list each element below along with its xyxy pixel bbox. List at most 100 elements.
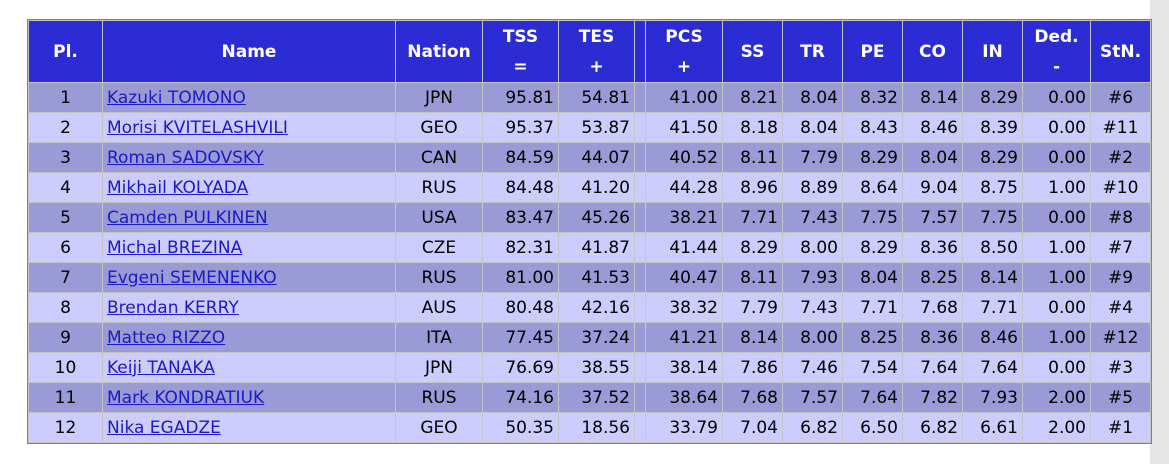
cell-start-number: #3 [1091, 353, 1150, 382]
cell-pe: 8.04 [843, 263, 902, 292]
cell-in: 7.93 [963, 383, 1022, 412]
cell-nation: RUS [396, 263, 482, 292]
cell-start-number: #6 [1091, 83, 1150, 112]
cell-ss: 8.11 [723, 143, 782, 172]
cell-start-number: #8 [1091, 203, 1150, 232]
cell-place: 12 [29, 413, 102, 442]
cell-start-number: #1 [1091, 413, 1150, 442]
cell-place: 1 [29, 83, 102, 112]
skater-name-link[interactable]: Roman SADOVSKY [107, 147, 264, 168]
cell-place: 4 [29, 173, 102, 202]
cell-place: 8 [29, 293, 102, 322]
results-table: Pl. Name Nation TSS = TES + PCS + SS TR [27, 19, 1152, 444]
cell-start-number: #5 [1091, 383, 1150, 412]
table-row: 9 Matteo RIZZO ITA 77.45 37.24 41.21 8.14 8.00 8… [29, 323, 1150, 352]
cell-gap [635, 83, 645, 112]
skater-name-link[interactable]: Evgeni SEMENENKO [107, 267, 277, 288]
cell-ss: 8.29 [723, 233, 782, 262]
table-row: 4 Mikhail KOLYADA RUS 84.48 41.20 44.28 8.96 8.… [29, 173, 1150, 202]
cell-name: Nika EGADZE [103, 413, 395, 442]
cell-in: 8.14 [963, 263, 1022, 292]
col-header-nation: Nation [396, 21, 482, 82]
cell-nation: ITA [396, 323, 482, 352]
cell-tr: 8.00 [783, 323, 842, 352]
cell-gap [635, 323, 645, 352]
cell-place: 2 [29, 113, 102, 142]
skater-name-link[interactable]: Michal BREZINA [107, 237, 243, 258]
cell-tr: 8.04 [783, 113, 842, 142]
cell-place: 3 [29, 143, 102, 172]
skater-name-link[interactable]: Camden PULKINEN [107, 207, 268, 228]
cell-co: 8.46 [903, 113, 962, 142]
table-body: 1 Kazuki TOMONO JPN 95.81 54.81 41.00 8.21 8.04… [29, 83, 1150, 442]
cell-gap [635, 413, 645, 442]
cell-ded: 0.00 [1023, 143, 1090, 172]
cell-name: Michal BREZINA [103, 233, 395, 262]
cell-pe: 6.50 [843, 413, 902, 442]
skater-name-link[interactable]: Morisi KVITELASHVILI [107, 117, 288, 138]
cell-in: 7.64 [963, 353, 1022, 382]
cell-start-number: #10 [1091, 173, 1150, 202]
col-header-place: Pl. [29, 21, 102, 82]
cell-in: 7.75 [963, 203, 1022, 232]
cell-ss: 8.96 [723, 173, 782, 202]
scrollbar-track[interactable] [1150, 0, 1169, 464]
cell-ded: 0.00 [1023, 203, 1090, 232]
cell-pcs: 44.28 [646, 173, 722, 202]
table-row: 1 Kazuki TOMONO JPN 95.81 54.81 41.00 8.21 8.04… [29, 83, 1150, 112]
skater-name-link[interactable]: Mikhail KOLYADA [107, 177, 249, 198]
skater-name-link[interactable]: Keiji TANAKA [107, 357, 215, 378]
cell-co: 7.82 [903, 383, 962, 412]
table-row: 7 Evgeni SEMENENKO RUS 81.00 41.53 40.47 8.11 7… [29, 263, 1150, 292]
cell-pe: 7.71 [843, 293, 902, 322]
skater-name-link[interactable]: Brendan KERRY [107, 297, 239, 318]
cell-in: 6.61 [963, 413, 1022, 442]
cell-tr: 7.43 [783, 203, 842, 232]
cell-pcs: 38.14 [646, 353, 722, 382]
col-header-pe: PE [843, 21, 902, 82]
table-row: 12 Nika EGADZE GEO 50.35 18.56 33.79 7.04 6.82 6… [29, 413, 1150, 442]
cell-pcs: 41.44 [646, 233, 722, 262]
col-header-tes-symbol: + [589, 56, 604, 77]
cell-tes: 41.20 [559, 173, 634, 202]
cell-tes: 42.16 [559, 293, 634, 322]
header-row: Pl. Name Nation TSS = TES + PCS + SS TR [29, 21, 1150, 82]
cell-tes: 41.53 [559, 263, 634, 292]
col-header-name: Name [103, 21, 395, 82]
cell-pcs: 41.21 [646, 323, 722, 352]
cell-tss: 76.69 [483, 353, 558, 382]
cell-in: 8.75 [963, 173, 1022, 202]
cell-ded: 2.00 [1023, 383, 1090, 412]
cell-tss: 80.48 [483, 293, 558, 322]
table-row: 3 Roman SADOVSKY CAN 84.59 44.07 40.52 8.11 7.7… [29, 143, 1150, 172]
cell-name: Camden PULKINEN [103, 203, 395, 232]
cell-pcs: 33.79 [646, 413, 722, 442]
cell-start-number: #9 [1091, 263, 1150, 292]
skater-name-link[interactable]: Mark KONDRATIUK [107, 387, 265, 408]
cell-pe: 8.29 [843, 143, 902, 172]
skater-name-link[interactable]: Kazuki TOMONO [107, 87, 246, 108]
skater-name-link[interactable]: Matteo RIZZO [107, 327, 226, 348]
cell-tes: 54.81 [559, 83, 634, 112]
cell-ss: 7.79 [723, 293, 782, 322]
cell-gap [635, 143, 645, 172]
cell-tss: 84.59 [483, 143, 558, 172]
cell-in: 8.29 [963, 83, 1022, 112]
skater-name-link[interactable]: Nika EGADZE [107, 417, 221, 438]
cell-name: Roman SADOVSKY [103, 143, 395, 172]
cell-tes: 37.24 [559, 323, 634, 352]
cell-tes: 45.26 [559, 203, 634, 232]
cell-tr: 8.00 [783, 233, 842, 262]
cell-gap [635, 113, 645, 142]
table-row: 2 Morisi KVITELASHVILI GEO 95.37 53.87 41.50 8… [29, 113, 1150, 142]
cell-tr: 6.82 [783, 413, 842, 442]
col-header-start-number: StN. [1091, 21, 1150, 82]
cell-pe: 8.29 [843, 233, 902, 262]
cell-tss: 50.35 [483, 413, 558, 442]
cell-in: 8.50 [963, 233, 1022, 262]
cell-start-number: #2 [1091, 143, 1150, 172]
cell-co: 8.36 [903, 233, 962, 262]
col-header-pcs: PCS + [646, 21, 722, 82]
cell-co: 8.14 [903, 83, 962, 112]
